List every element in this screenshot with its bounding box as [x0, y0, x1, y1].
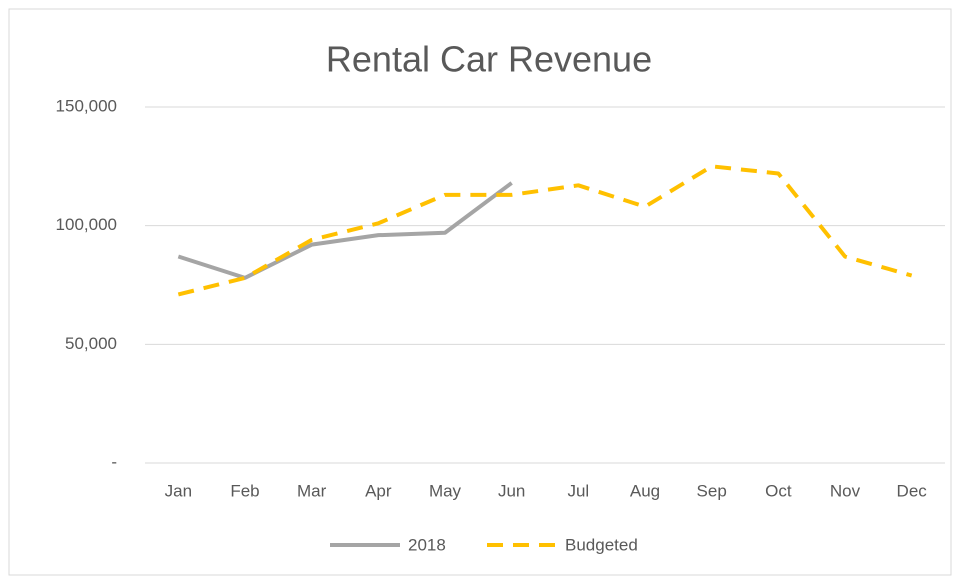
y-tick-label: 50,000 — [65, 334, 117, 353]
y-tick-label: - — [111, 452, 117, 471]
x-tick-label: Jan — [165, 481, 192, 500]
x-tick-label: Jun — [498, 481, 525, 500]
x-tick-label: Aug — [630, 481, 660, 500]
x-tick-label: Mar — [297, 481, 327, 500]
x-tick-label: Feb — [230, 481, 259, 500]
chart-border — [8, 8, 952, 576]
x-tick-label: Dec — [897, 481, 928, 500]
series-line — [177, 164, 913, 297]
x-tick-label: Nov — [830, 481, 861, 500]
x-tick-label: Jul — [567, 481, 589, 500]
x-tick-label: Oct — [765, 481, 792, 500]
y-tick-label: 150,000 — [56, 96, 117, 115]
legend-label: Budgeted — [565, 535, 638, 554]
legend-label: 2018 — [408, 535, 446, 554]
y-tick-label: 100,000 — [56, 215, 117, 234]
x-tick-label: Apr — [365, 481, 392, 500]
x-tick-label: Sep — [697, 481, 727, 500]
x-tick-label: May — [429, 481, 462, 500]
series-line — [177, 181, 513, 280]
chart-title: Rental Car Revenue — [326, 39, 652, 80]
